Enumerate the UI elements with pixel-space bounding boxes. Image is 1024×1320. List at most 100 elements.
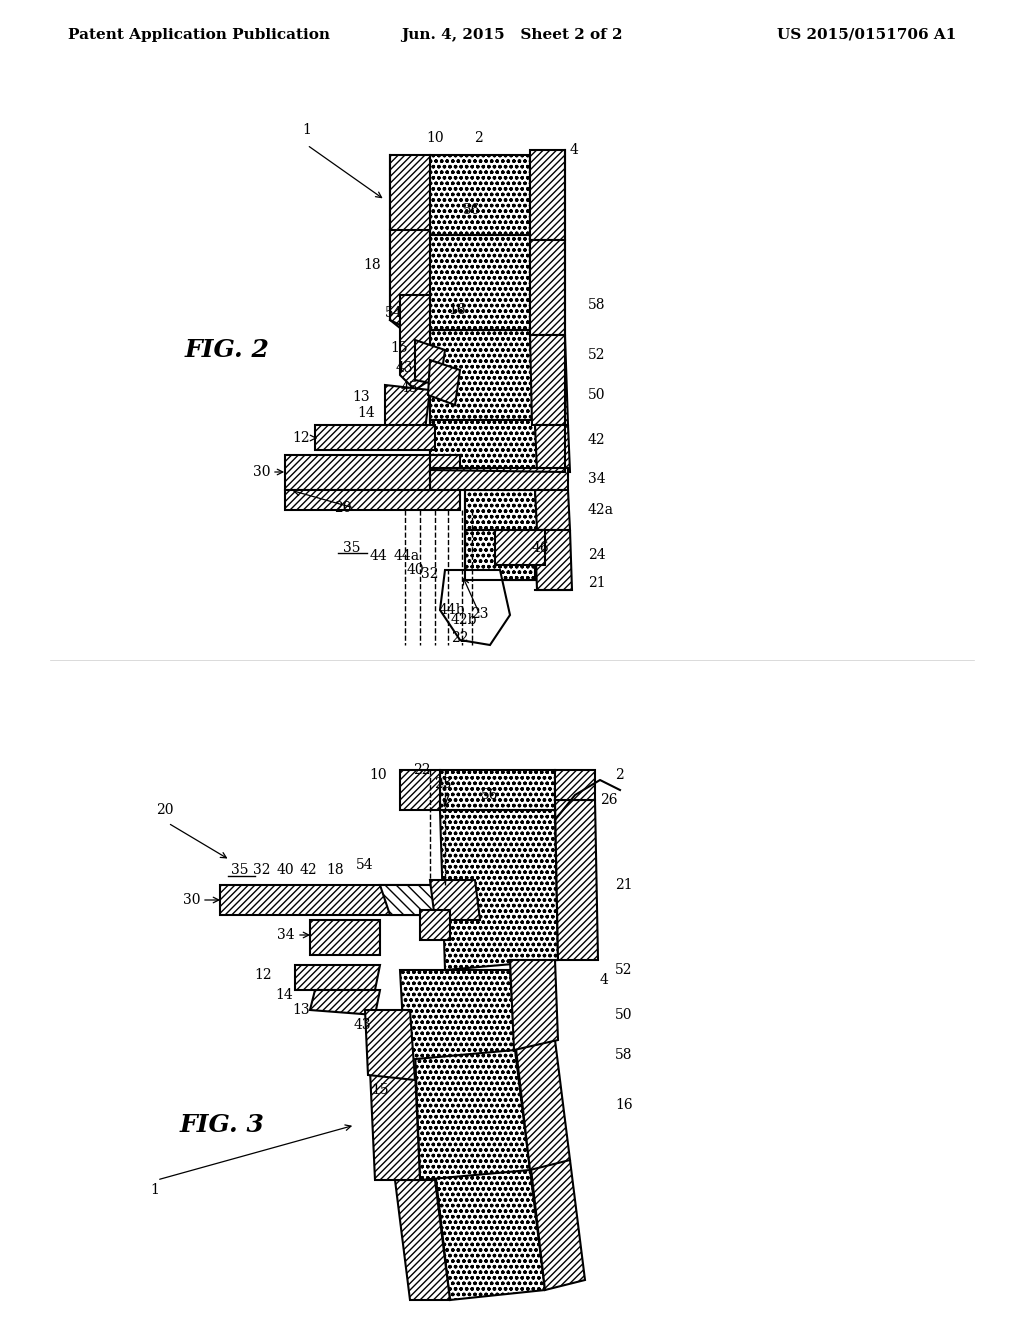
Text: 44: 44 xyxy=(369,549,387,564)
Text: 1: 1 xyxy=(302,123,311,137)
Polygon shape xyxy=(430,235,530,330)
Polygon shape xyxy=(555,770,595,800)
Text: 30: 30 xyxy=(182,894,200,907)
Polygon shape xyxy=(530,150,565,240)
Polygon shape xyxy=(385,385,430,430)
Text: 44a: 44a xyxy=(394,549,420,564)
Polygon shape xyxy=(430,469,568,490)
Text: 40: 40 xyxy=(407,564,424,577)
Text: 42: 42 xyxy=(299,863,316,876)
Text: 12: 12 xyxy=(293,432,310,445)
Polygon shape xyxy=(555,800,598,960)
Text: 43: 43 xyxy=(353,1018,371,1032)
Text: 13: 13 xyxy=(352,389,370,404)
Polygon shape xyxy=(390,154,430,260)
Polygon shape xyxy=(465,531,535,579)
Text: 56: 56 xyxy=(481,788,499,803)
Polygon shape xyxy=(415,341,445,385)
Text: 14: 14 xyxy=(357,407,375,420)
Polygon shape xyxy=(390,230,430,341)
Polygon shape xyxy=(495,531,545,565)
Text: 45: 45 xyxy=(400,381,418,395)
Polygon shape xyxy=(400,970,515,1060)
Polygon shape xyxy=(430,154,530,235)
Text: 56: 56 xyxy=(463,203,480,216)
Text: Patent Application Publication: Patent Application Publication xyxy=(68,28,330,42)
Polygon shape xyxy=(400,294,430,389)
Polygon shape xyxy=(295,965,380,990)
Text: 16: 16 xyxy=(449,304,466,317)
Polygon shape xyxy=(420,909,450,940)
Text: 35: 35 xyxy=(231,863,249,876)
Text: FIG. 2: FIG. 2 xyxy=(185,338,270,362)
Text: 15: 15 xyxy=(371,1082,389,1097)
Text: 43: 43 xyxy=(395,360,413,375)
Polygon shape xyxy=(530,335,568,425)
Text: 10: 10 xyxy=(426,131,443,145)
Text: 16: 16 xyxy=(615,1098,633,1111)
Polygon shape xyxy=(430,330,535,420)
Text: 50: 50 xyxy=(615,1008,633,1022)
Text: 50: 50 xyxy=(588,388,605,403)
Polygon shape xyxy=(430,420,538,470)
Text: 18: 18 xyxy=(364,257,381,272)
Polygon shape xyxy=(435,1170,545,1300)
Text: 13: 13 xyxy=(293,1003,310,1016)
Text: 18: 18 xyxy=(327,863,344,876)
Text: 15: 15 xyxy=(390,341,408,355)
Text: 22: 22 xyxy=(414,763,431,777)
Text: 46: 46 xyxy=(531,541,549,554)
Text: 22: 22 xyxy=(452,631,469,645)
Polygon shape xyxy=(515,1040,570,1170)
Text: 42a: 42a xyxy=(588,503,614,517)
Text: 2: 2 xyxy=(474,131,482,145)
Polygon shape xyxy=(530,1160,585,1290)
Text: 42b: 42b xyxy=(451,612,477,627)
Polygon shape xyxy=(370,1071,420,1180)
Polygon shape xyxy=(510,960,558,1049)
Text: 34: 34 xyxy=(278,928,295,942)
Text: 52: 52 xyxy=(588,348,605,362)
Text: 32: 32 xyxy=(253,863,270,876)
Polygon shape xyxy=(465,490,538,531)
Text: 4: 4 xyxy=(570,143,579,157)
Text: 20: 20 xyxy=(157,803,174,817)
Text: 54: 54 xyxy=(384,306,402,319)
Text: 4: 4 xyxy=(600,973,609,987)
Polygon shape xyxy=(530,240,565,335)
Text: 23: 23 xyxy=(434,777,452,791)
Text: FIG. 3: FIG. 3 xyxy=(180,1113,265,1137)
Polygon shape xyxy=(400,770,440,810)
Text: 40: 40 xyxy=(276,863,294,876)
Polygon shape xyxy=(315,425,435,450)
Polygon shape xyxy=(440,570,510,645)
Polygon shape xyxy=(220,884,460,915)
Polygon shape xyxy=(440,810,558,970)
Text: 52: 52 xyxy=(615,964,633,977)
Polygon shape xyxy=(285,455,460,490)
Text: 58: 58 xyxy=(615,1048,633,1063)
Text: 58: 58 xyxy=(588,298,605,312)
Text: 14: 14 xyxy=(275,987,293,1002)
Text: 54: 54 xyxy=(356,858,374,873)
Polygon shape xyxy=(428,360,460,405)
Polygon shape xyxy=(380,884,460,915)
Text: 1: 1 xyxy=(151,1183,160,1197)
Text: 21: 21 xyxy=(588,576,605,590)
Polygon shape xyxy=(415,1049,530,1180)
Text: 35: 35 xyxy=(343,541,360,554)
Text: 42: 42 xyxy=(588,433,605,447)
Text: 26: 26 xyxy=(600,793,617,807)
Polygon shape xyxy=(310,990,380,1015)
Text: 10: 10 xyxy=(370,768,387,781)
Text: 21: 21 xyxy=(615,878,633,892)
Text: 32: 32 xyxy=(421,568,438,581)
Text: 20: 20 xyxy=(335,502,352,515)
Text: 12: 12 xyxy=(254,968,272,982)
Polygon shape xyxy=(310,920,380,954)
Text: 23: 23 xyxy=(471,607,488,620)
Text: 24: 24 xyxy=(588,548,605,562)
Polygon shape xyxy=(395,1180,450,1300)
Text: 30: 30 xyxy=(253,465,270,479)
Polygon shape xyxy=(535,425,570,473)
